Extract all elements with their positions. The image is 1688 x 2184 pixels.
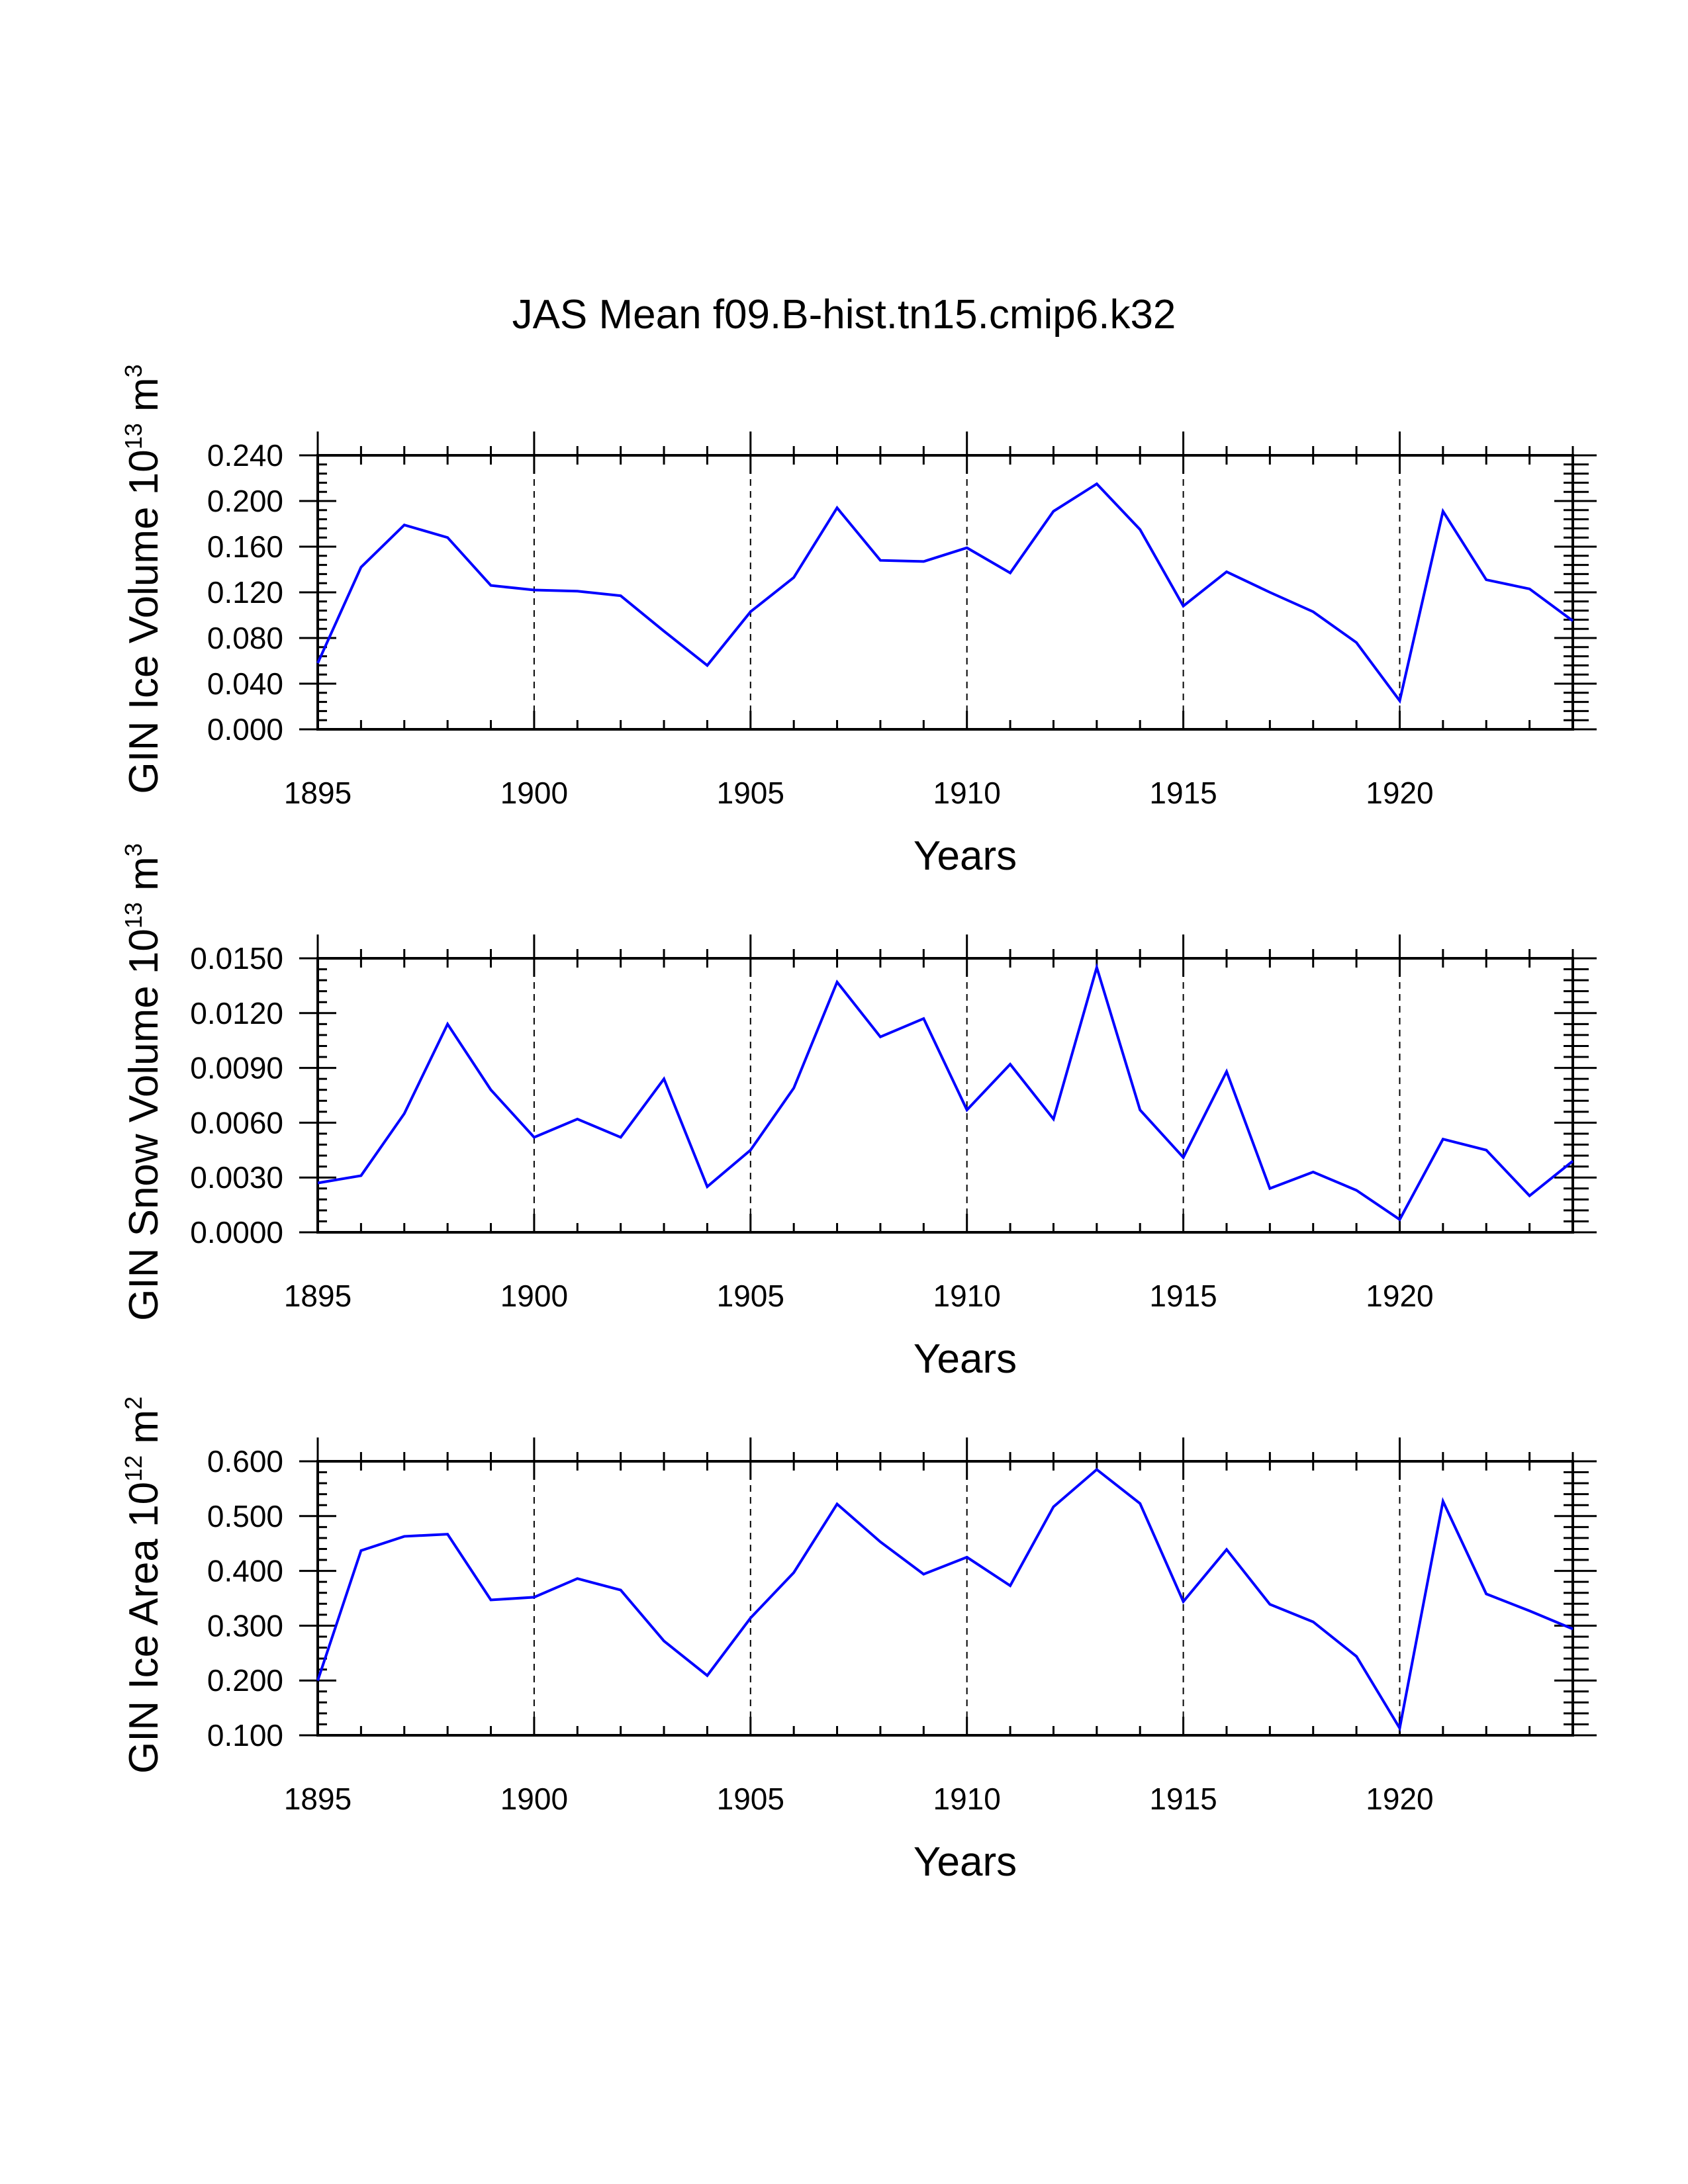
x-tick-label: 1910 [933, 1782, 1001, 1816]
x-tick-label: 1920 [1366, 1782, 1433, 1816]
y-tick-label: 0.500 [207, 1499, 283, 1533]
x-tick-label: 1895 [284, 776, 352, 810]
y-axis-label: GIN Snow Volume 1013 m3 [120, 843, 167, 1321]
y-tick-label: 0.120 [207, 575, 283, 610]
y-tick-label: 0.600 [207, 1444, 283, 1479]
y-tick-label: 0.0120 [190, 996, 283, 1030]
x-axis-label: Years [914, 1336, 1017, 1382]
y-tick-label: 0.100 [207, 1718, 283, 1752]
x-tick-label: 1905 [717, 1279, 784, 1313]
data-series-line [317, 962, 1574, 1222]
y-tick-label: 0.400 [207, 1554, 283, 1588]
data-series-line [316, 482, 1574, 704]
y-tick-label: 0.0090 [190, 1051, 283, 1085]
x-tick-label: 1905 [717, 776, 784, 810]
y-axis-label: GIN Ice Area 1012 m2 [120, 1396, 167, 1774]
plot-frame [316, 454, 1574, 731]
data-series-line [316, 1467, 1573, 1732]
x-tick-label: 1900 [500, 1782, 568, 1816]
y-tick-label: 0.000 [207, 712, 283, 747]
x-axis-label: Years [914, 1839, 1017, 1885]
y-tick-label: 0.200 [207, 1663, 283, 1698]
x-tick-label: 1915 [1149, 1279, 1217, 1313]
plot-panel-3: 1895 1900 1905 1910 1915 1920 0.100 0.200 0.300 0… [120, 1396, 1597, 1885]
y-tick-label: 0.0150 [190, 941, 283, 976]
y-tick-label: 0.0000 [190, 1215, 283, 1250]
x-tick-label: 1920 [1366, 776, 1433, 810]
x-tick-label: 1910 [933, 776, 1001, 810]
y-tick-label: 0.040 [207, 666, 283, 701]
y-tick-label: 0.160 [207, 529, 283, 564]
y-tick-label: 0.080 [207, 621, 283, 655]
y-tick-label: 0.0030 [190, 1160, 283, 1195]
x-tick-label: 1920 [1366, 1279, 1433, 1313]
y-tick-label: 0.300 [207, 1608, 283, 1643]
y-tick-label: 0.240 [207, 438, 283, 473]
x-tick-label: 1895 [284, 1782, 352, 1816]
x-tick-label: 1900 [500, 1279, 568, 1313]
y-axis-label: GIN Ice Volume 1013 m3 [120, 364, 167, 794]
x-tick-label: 1910 [933, 1279, 1001, 1313]
plot-panel-2: 1895 1900 1905 1910 1915 1920 0.0000 0.0030 0.00… [120, 843, 1597, 1382]
plot-frame [316, 1460, 1574, 1737]
x-tick-label: 1900 [500, 776, 568, 810]
x-tick-label: 1915 [1149, 776, 1217, 810]
y-tick-label: 0.0060 [190, 1105, 283, 1140]
plot-panel-1: 1895 1900 1905 1910 1915 1920 0.000 0.040 0.080 0… [120, 364, 1597, 879]
y-tick-label: 0.200 [207, 484, 283, 518]
x-tick-label: 1895 [284, 1279, 352, 1313]
x-axis-label: Years [914, 833, 1017, 879]
x-tick-label: 1915 [1149, 1782, 1217, 1816]
plot-frame [316, 957, 1574, 1234]
chart-title: JAS Mean f09.B-hist.tn15.cmip6.k32 [512, 292, 1176, 338]
x-tick-label: 1905 [717, 1782, 784, 1816]
